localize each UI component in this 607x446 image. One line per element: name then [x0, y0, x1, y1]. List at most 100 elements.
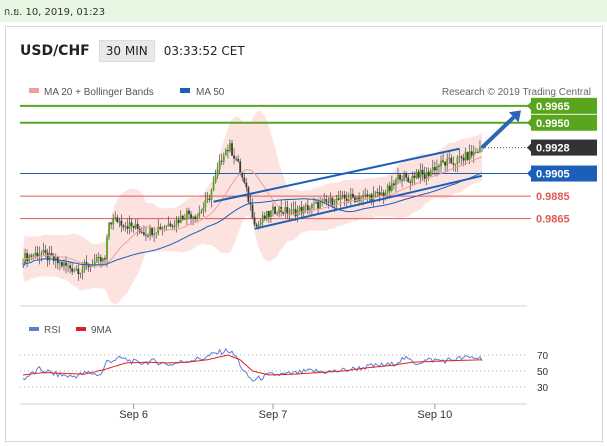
- ma20-legend-swatch: [29, 88, 39, 93]
- candle-body: [278, 206, 281, 214]
- candle-body: [470, 151, 473, 156]
- candle-body: [454, 164, 457, 166]
- candle-body: [274, 206, 276, 215]
- candle-body: [112, 218, 115, 225]
- target-level-tag: [531, 97, 597, 114]
- candle-body: [116, 217, 119, 222]
- candle-body: [108, 222, 110, 237]
- pivot-level-tag-pointer: [527, 169, 531, 178]
- candle-body: [308, 207, 311, 212]
- candle-body: [288, 213, 291, 215]
- candle-body: [440, 160, 442, 167]
- channel-upper-line: [213, 147, 460, 203]
- projection-arrow-head: [508, 110, 521, 123]
- candle-body: [364, 194, 367, 196]
- candle-body: [384, 192, 387, 196]
- candle-body: [34, 252, 37, 256]
- candle-body: [157, 226, 160, 234]
- candle-body: [347, 199, 350, 201]
- candle-body: [218, 160, 221, 170]
- ma20-legend-label: MA 20 + Bollinger Bands: [44, 87, 154, 98]
- candle-body: [149, 227, 151, 236]
- candle-body: [429, 170, 432, 176]
- candle-body: [362, 194, 365, 198]
- candle-body: [202, 207, 205, 212]
- timeframe-button[interactable]: 30 MIN: [98, 40, 155, 62]
- candle-body: [419, 169, 422, 178]
- candle-body: [140, 232, 143, 234]
- candle-body: [382, 192, 385, 196]
- timestamp-label: ก.ย. 10, 2019, 01:23: [4, 7, 106, 18]
- candle-body: [233, 155, 235, 159]
- candle-body: [32, 255, 35, 257]
- candle-body: [327, 201, 330, 203]
- target-level-tag-pointer: [527, 118, 531, 127]
- candle-body: [134, 223, 137, 228]
- candle-body: [200, 211, 203, 213]
- current-level-tag: [531, 139, 597, 156]
- candle-body: [75, 268, 78, 271]
- candle-body: [446, 159, 449, 166]
- candle-body: [58, 261, 61, 264]
- candle-body: [401, 179, 403, 181]
- candle-body: [253, 217, 256, 225]
- candle-body: [358, 197, 360, 201]
- candle-body: [163, 226, 166, 228]
- candle-body: [413, 175, 416, 178]
- candle-body: [466, 151, 469, 160]
- candle-body: [421, 169, 424, 175]
- rsi-axis-label: 30: [537, 383, 549, 394]
- target-level-tag: [531, 114, 597, 131]
- candle-body: [65, 262, 67, 266]
- candle-body: [386, 185, 389, 193]
- candle-body: [372, 193, 375, 201]
- candle-body: [122, 225, 125, 228]
- candle-body: [433, 167, 436, 171]
- candle-body: [292, 209, 295, 210]
- candle-body: [442, 160, 444, 162]
- x-tick-label: Sep 6: [119, 409, 148, 421]
- candle-body: [208, 198, 211, 200]
- chart-header: USD/CHF 30 MIN 03:33:52 CET: [20, 39, 245, 63]
- candle-body: [409, 181, 412, 183]
- candle-body: [397, 174, 399, 180]
- candle-body: [104, 258, 106, 260]
- price-level-labels: 0.9965 0.9950 0.9928 0.9905 0.9885 0.9865: [527, 97, 597, 226]
- candle-body: [374, 191, 377, 194]
- candle-body: [229, 143, 231, 152]
- current-level-label: 0.9928: [536, 143, 570, 155]
- candle-body: [265, 211, 268, 219]
- ma50-legend-swatch: [180, 88, 190, 93]
- candle-body: [376, 191, 379, 193]
- candle-body: [423, 174, 426, 179]
- candle-body: [317, 201, 319, 210]
- candle-body: [294, 209, 297, 217]
- candle-body: [212, 182, 215, 191]
- candle-body: [26, 253, 28, 262]
- candle-body: [220, 160, 223, 162]
- candle-body: [61, 261, 63, 267]
- candle-body: [284, 207, 287, 214]
- candle-body: [106, 236, 108, 260]
- rsi-ma-line: [22, 354, 483, 376]
- candle-body: [345, 198, 348, 201]
- candle-body: [227, 149, 229, 152]
- candle-body: [50, 253, 53, 257]
- candle-body: [40, 253, 43, 255]
- x-tick-label: Sep 10: [417, 409, 452, 421]
- candle-body: [175, 219, 178, 225]
- ma50-line: [22, 172, 483, 268]
- candle-body: [136, 223, 139, 229]
- candle-body: [431, 167, 434, 171]
- candle-body: [38, 254, 41, 257]
- candle-body: [395, 179, 397, 186]
- candle-body: [30, 255, 33, 257]
- projection-arrow-shaft: [480, 115, 516, 150]
- candle-body: [329, 197, 332, 203]
- candle-body: [114, 217, 117, 219]
- candle-body: [22, 263, 24, 265]
- candle-body: [155, 233, 158, 234]
- candle-body: [42, 249, 45, 254]
- candle-body: [323, 199, 326, 201]
